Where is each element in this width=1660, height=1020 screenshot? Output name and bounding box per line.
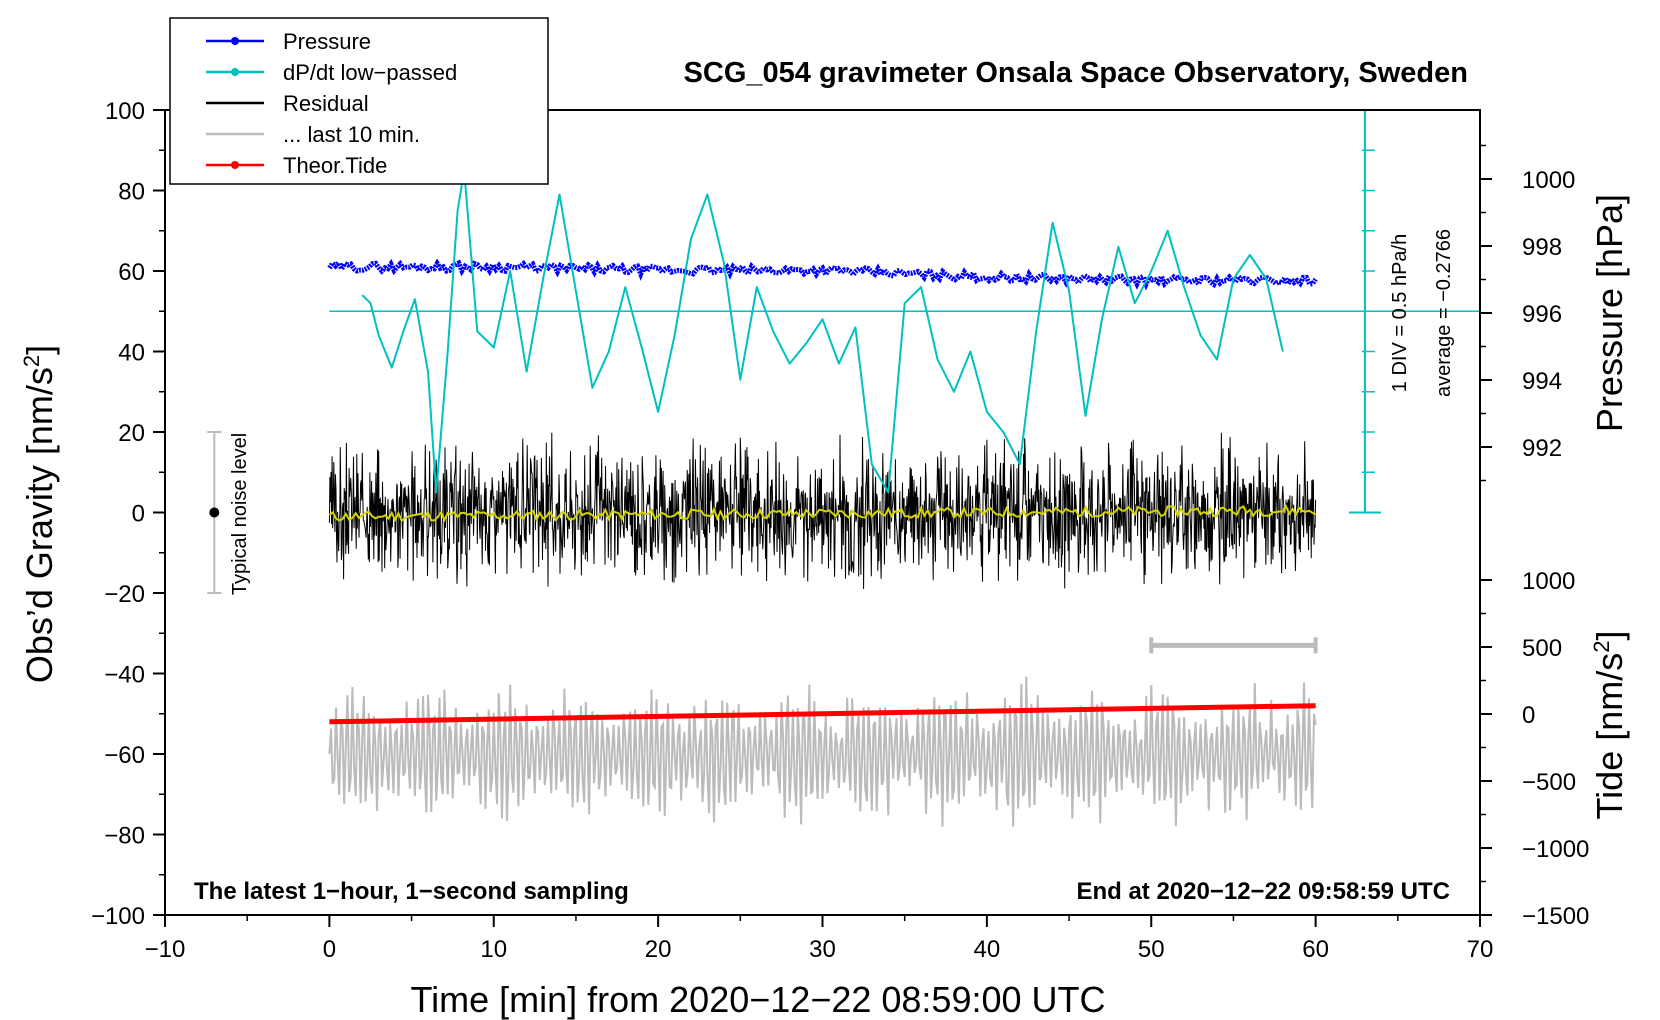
series-last-10-min [328, 676, 1317, 827]
axes: −10 0 10 20 30 40 50 60 70−100−80−60−40−20020406… [91, 98, 1589, 963]
plot-marks [207, 109, 1480, 827]
tide-axis-label: Tide [nm/s2] [1589, 631, 1630, 820]
x-tick-label: 30 [809, 936, 836, 963]
x-axis-label: Time [min] from 2020−12−22 08:59:00 UTC [410, 979, 1105, 1020]
legend-label: Theor.Tide [283, 153, 387, 178]
y-tick-label: 100 [105, 98, 145, 125]
tide-tick-label: −500 [1522, 769, 1576, 796]
series-residual-smoothed [328, 504, 1317, 523]
pressure-tick-label: 992 [1522, 435, 1562, 462]
legend-swatch-dot [231, 68, 239, 76]
legend: Pressure dP/dt low−passed Residual ... last… [169, 17, 549, 185]
x-tick-label: 60 [1302, 936, 1329, 963]
legend-swatch-dot [231, 37, 239, 45]
dpdt-average-label: average = −0.2766 [1433, 229, 1455, 397]
x-tick-label: 20 [645, 936, 672, 963]
tide-tick-label: −1000 [1522, 836, 1589, 863]
x-tick-label: 50 [1138, 936, 1165, 963]
pressure-tick-label: 994 [1522, 368, 1562, 395]
y-tick-label: 0 [132, 501, 145, 528]
sampling-annotation: The latest 1−hour, 1−second sampling [194, 878, 629, 905]
series-pressure [327, 258, 1318, 291]
pressure-axis-label: Pressure [hPa] [1589, 194, 1630, 432]
legend-label: Residual [283, 91, 369, 116]
tide-tick-label: −1500 [1522, 903, 1589, 930]
y-axis-label: Obs’d Gravity [nm/s2] [19, 345, 60, 683]
y-tick-label: −60 [104, 742, 145, 769]
y-tick-label: −80 [104, 823, 145, 850]
y-tick-label: 80 [118, 179, 145, 206]
dpdt-scale-label: 1 DIV = 0.5 hPa/h [1389, 234, 1411, 392]
y-tick-label: −100 [91, 903, 145, 930]
end-time-annotation: End at 2020−12−22 09:58:59 UTC [1076, 878, 1450, 905]
tide-tick-label: 1000 [1522, 568, 1575, 595]
y-tick-label: 20 [118, 420, 145, 447]
x-tick-label: 40 [974, 936, 1001, 963]
y-tick-label: 40 [118, 340, 145, 367]
legend-label: Pressure [283, 29, 371, 54]
legend-label: ... last 10 min. [283, 122, 420, 147]
y-tick-label: −20 [104, 581, 145, 608]
x-tick-label: 0 [323, 936, 336, 963]
x-tick-label: 70 [1467, 936, 1494, 963]
tide-tick-label: 0 [1522, 702, 1535, 729]
tide-tick-label: 500 [1522, 635, 1562, 662]
noise-level-point [209, 507, 220, 518]
x-tick-label: 10 [480, 936, 507, 963]
y-tick-label: −40 [104, 662, 145, 689]
legend-box [169, 17, 549, 185]
series-theor-tide [329, 703, 1316, 725]
legend-label: dP/dt low−passed [283, 60, 457, 85]
y-tick-label: 60 [118, 259, 145, 286]
series-dpdt [361, 169, 1284, 494]
series-residual [328, 432, 1317, 590]
noise-level-label: Typical noise level [229, 433, 251, 595]
legend-swatch-dot [231, 161, 239, 169]
chart-title: SCG_054 gravimeter Onsala Space Observat… [684, 57, 1468, 89]
pressure-tick-label: 998 [1522, 234, 1562, 261]
pressure-tick-label: 1000 [1522, 167, 1575, 194]
pressure-tick-label: 996 [1522, 301, 1562, 328]
x-tick-label: −10 [145, 936, 186, 963]
